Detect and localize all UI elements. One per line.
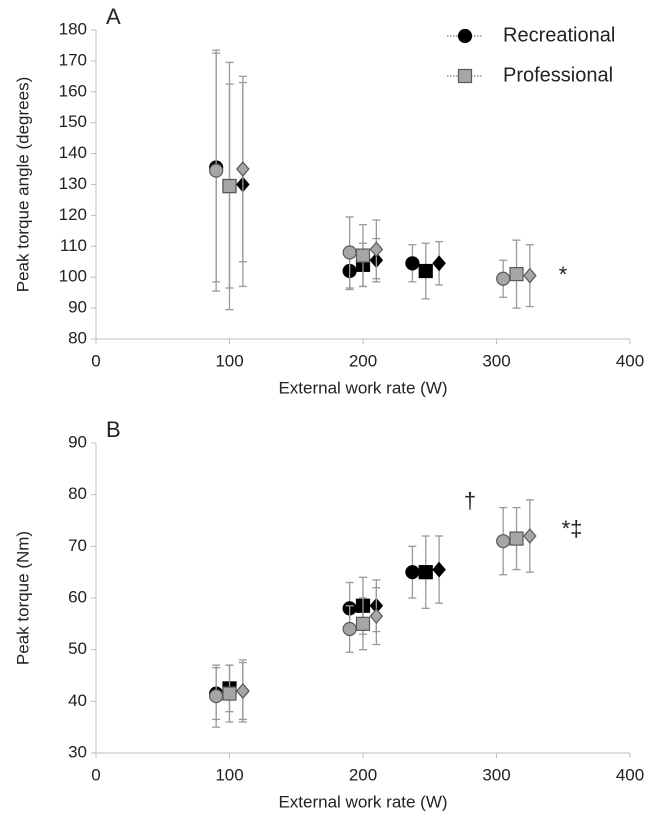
panel-label: A [106,4,121,29]
y-axis-label: Peak torque (Nm) [13,531,32,665]
y-tick-label: 60 [68,587,87,606]
y-tick-label: 130 [59,174,87,193]
y-tick-label: 30 [68,742,87,761]
marker [496,534,511,549]
y-tick-label: 170 [59,50,87,69]
marker [496,271,511,286]
marker [222,178,237,194]
x-tick-label: 400 [616,765,644,784]
marker [236,683,250,699]
marker [222,686,237,701]
y-tick-label: 110 [60,236,87,255]
y-axis-label: Peak torque angle (degrees) [13,77,32,292]
y-tick-label: 40 [68,691,87,710]
legend-marker [457,68,473,84]
y-tick-label: 120 [59,205,87,224]
panel-label: B [106,417,121,442]
marker [342,245,357,260]
y-tick-label: 70 [68,536,87,555]
marker [432,255,446,272]
marker [209,163,224,178]
marker [509,267,524,282]
y-tick-label: 90 [68,298,87,317]
marker [418,263,433,279]
x-tick-label: 400 [616,351,644,370]
marker [405,256,420,271]
y-tick-label: 180 [59,19,87,38]
marker [523,528,537,544]
x-tick-label: 100 [215,351,243,370]
x-tick-label: 200 [349,765,377,784]
marker [342,621,357,637]
y-tick-label: 80 [68,328,87,347]
y-tick-label: 160 [59,81,87,100]
y-tick-label: 90 [68,432,87,451]
x-tick-label: 300 [482,765,510,784]
annotation: *‡ [562,516,583,541]
y-tick-label: 50 [68,639,87,658]
marker [209,689,224,704]
y-tick-label: 80 [68,484,87,503]
marker [509,531,524,546]
x-tick-label: 0 [91,351,100,370]
y-tick-label: 150 [59,112,87,131]
marker [369,241,384,258]
marker [355,616,371,631]
marker [369,608,384,625]
y-tick-label: 140 [59,143,87,162]
x-tick-label: 100 [215,765,243,784]
x-axis-label: External work rate (W) [278,792,447,811]
x-tick-label: 300 [482,351,510,370]
marker [236,161,250,177]
marker [355,248,371,263]
legend-label: Professional [503,64,613,86]
x-tick-label: 200 [349,351,377,370]
annotation: * [559,262,568,287]
marker [418,565,433,580]
marker [432,561,446,578]
marker [523,267,537,284]
marker [405,565,420,580]
legend-marker [457,28,473,44]
y-tick-label: 100 [59,267,87,286]
x-tick-label: 0 [91,765,100,784]
annotation: † [464,488,476,513]
x-axis-label: External work rate (W) [278,378,447,397]
legend-label: Recreational [503,24,615,46]
